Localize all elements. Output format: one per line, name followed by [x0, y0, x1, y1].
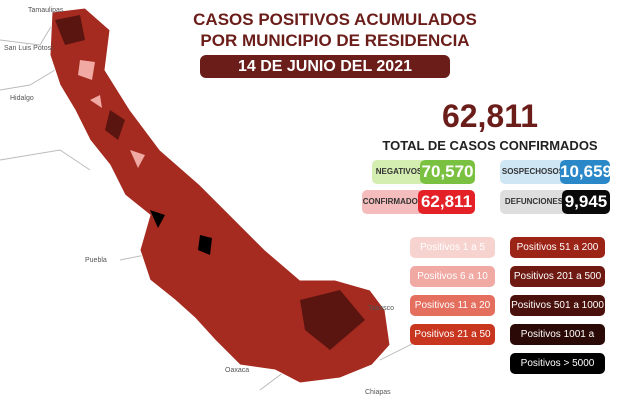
- legend-item: Positivos 1 a 5: [410, 237, 495, 258]
- map: Tamaulipas San Luis Potosí Hidalgo Puebl…: [0, 7, 420, 396]
- stat-value: 10,659: [560, 160, 612, 184]
- legend-item: Positivos 501 a 1000: [510, 295, 605, 316]
- map-label: Tabasco: [368, 305, 394, 312]
- legend-item: Positivos 21 a 50: [410, 324, 495, 345]
- map-label: Chiapas: [365, 389, 391, 396]
- legend-item: Positivos 201 a 500: [510, 266, 605, 287]
- legend-item: Positivos > 5000: [510, 353, 605, 374]
- stat-value: 70,570: [420, 160, 475, 184]
- stat-value: 9,945: [562, 190, 610, 214]
- stat-value: 62,811: [418, 190, 475, 214]
- stat-label: SOSPECHOSOS: [500, 160, 566, 184]
- light-municipalities: [78, 60, 145, 168]
- total-cases: 62,811: [441, 98, 539, 134]
- map-label: San Luis Potosí: [4, 45, 53, 52]
- legend-item: Positivos 6 a 10: [410, 266, 495, 287]
- dark-municipalities: [55, 15, 365, 350]
- legend-item: Positivos 51 a 200: [510, 237, 605, 258]
- title-line: POR MUNICIPIO DE RESIDENCIA: [200, 31, 470, 50]
- veracruz-map: [49, 7, 391, 384]
- stat-label: CONFIRMADOS: [362, 190, 424, 214]
- date-banner: 14 DE JUNIO DEL 2021: [200, 55, 450, 78]
- total-label: TOTAL DE CASOS CONFIRMADOS: [382, 138, 598, 153]
- map-label: Hidalgo: [10, 95, 34, 102]
- legend-item: Positivos 11 a 20: [410, 295, 495, 316]
- map-label: Puebla: [85, 257, 107, 264]
- title-line: CASOS POSITIVOS ACUMULADOS: [193, 10, 477, 29]
- stat-label: DEFUNCIONES: [500, 190, 568, 214]
- legend-item: Positivos 1001 a 5000: [510, 324, 605, 361]
- map-label: Tamaulipas: [28, 7, 64, 14]
- map-label: Oaxaca: [225, 367, 249, 374]
- stat-label: NEGATIVOS: [372, 160, 426, 184]
